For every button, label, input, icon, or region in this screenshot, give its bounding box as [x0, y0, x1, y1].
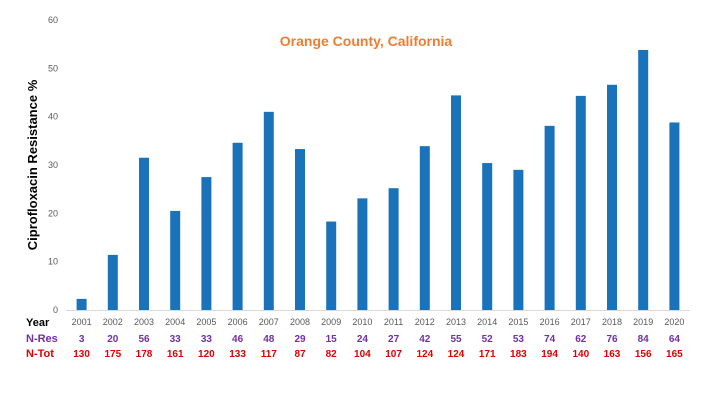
- bar-2011: [388, 188, 399, 310]
- n-tot-value: 140: [572, 349, 589, 360]
- bar-2015: [513, 169, 524, 310]
- x-tick-label: 2011: [384, 317, 403, 327]
- n-res-value: 56: [138, 334, 150, 345]
- n-res-value: 33: [201, 334, 213, 345]
- n-tot-value: 82: [326, 349, 338, 360]
- x-tick-label: 2012: [415, 317, 435, 327]
- bar-2002: [107, 254, 118, 310]
- n-tot-value: 130: [73, 349, 90, 360]
- y-tick-label: 40: [48, 112, 58, 122]
- n-tot-value: 163: [604, 349, 621, 360]
- x-tick-label: 2004: [165, 317, 185, 327]
- n-tot-value: 165: [666, 349, 683, 360]
- n-res-value: 64: [669, 334, 681, 345]
- n-res-value: 55: [450, 334, 462, 345]
- n-res-value: 20: [107, 334, 119, 345]
- x-tick-label: 2017: [571, 317, 591, 327]
- bar-2016: [544, 125, 555, 310]
- n-res-value: 74: [544, 334, 556, 345]
- axes: 0 10 20 30 40 50 60: [48, 15, 690, 315]
- row-label-n-tot: N-Tot: [26, 348, 54, 360]
- n-res-value: 52: [482, 334, 494, 345]
- n-res-value: 33: [170, 334, 182, 345]
- bar-2012: [419, 146, 430, 310]
- y-tick-label: 0: [53, 305, 58, 315]
- x-tick-label: 2018: [602, 317, 622, 327]
- n-tot-value: 178: [136, 349, 153, 360]
- n-tot-value: 104: [354, 349, 371, 360]
- n-res-value: 53: [513, 334, 525, 345]
- n-tot-value: 156: [635, 349, 652, 360]
- x-tick-label: 2013: [446, 317, 466, 327]
- n-res-value: 42: [419, 334, 431, 345]
- n-res-value: 76: [606, 334, 618, 345]
- n-res-value: 46: [232, 334, 244, 345]
- bar-2014: [482, 163, 493, 310]
- x-tick-label: 2009: [321, 317, 341, 327]
- bar-2005: [201, 177, 212, 310]
- x-tick-label: 2002: [103, 317, 123, 327]
- n-tot-value: 124: [416, 349, 433, 360]
- y-tick-label: 30: [48, 160, 58, 170]
- n-res-value: 24: [357, 334, 369, 345]
- n-tot-value: 117: [261, 349, 278, 360]
- x-tick-label: 2003: [134, 317, 154, 327]
- n-tot-value: 183: [510, 349, 527, 360]
- bar-2013: [451, 95, 461, 311]
- x-tick-label: 2010: [352, 317, 372, 327]
- n-tot-value: 87: [294, 349, 306, 360]
- chart-title: Orange County, California: [280, 33, 453, 49]
- n-res-value: 27: [388, 334, 400, 345]
- x-tick-label: 2019: [633, 317, 653, 327]
- x-tick-label: 2008: [290, 317, 310, 327]
- x-tick-label: 2020: [664, 317, 684, 327]
- bar-2001: [76, 298, 87, 310]
- y-tick-label: 20: [48, 208, 58, 218]
- y-tick-label: 50: [48, 63, 58, 73]
- row-label-year: Year: [26, 317, 50, 329]
- n-tot-value: 175: [104, 349, 121, 360]
- bar-2007: [263, 111, 274, 310]
- bar-2008: [295, 149, 305, 310]
- n-tot-value: 194: [541, 349, 558, 360]
- bar-2018: [607, 84, 617, 311]
- x-tick-label: 2001: [72, 317, 92, 327]
- n-tot-value: 107: [385, 349, 402, 360]
- bar-2004: [170, 210, 181, 310]
- x-tick-label: 2005: [196, 317, 216, 327]
- n-res-value: 3: [79, 334, 85, 345]
- n-res-value: 62: [575, 334, 587, 345]
- n-tot-value: 120: [198, 349, 215, 360]
- labels-group: 2001 3 130 2002 20 175 2003 56 178 2004 33 161 2005 3…: [72, 317, 685, 360]
- n-res-value: 29: [294, 334, 306, 345]
- n-res-value: 48: [263, 334, 275, 345]
- x-tick-label: 2015: [508, 317, 528, 327]
- x-tick-label: 2007: [259, 317, 279, 327]
- y-tick-label: 10: [48, 257, 58, 267]
- bar-2003: [139, 157, 149, 310]
- x-tick-label: 2016: [540, 317, 560, 327]
- n-tot-value: 171: [479, 349, 496, 360]
- n-res-value: 84: [638, 334, 650, 345]
- x-tick-label: 2014: [477, 317, 497, 327]
- n-tot-value: 124: [448, 349, 465, 360]
- n-tot-value: 161: [167, 349, 184, 360]
- y-tick-label: 60: [48, 15, 58, 25]
- bar-2010: [357, 198, 368, 310]
- x-tick-label: 2006: [228, 317, 248, 327]
- n-res-value: 15: [326, 334, 338, 345]
- bar-2006: [232, 142, 243, 310]
- row-label-n-res: N-Res: [26, 333, 58, 345]
- y-axis-label: Ciprofloxacin Resistance %: [25, 79, 40, 250]
- bar-2020: [669, 122, 680, 310]
- bar-2009: [326, 221, 337, 310]
- bars-group: [76, 49, 680, 311]
- bar-2019: [638, 49, 649, 310]
- n-tot-value: 133: [229, 349, 246, 360]
- bar-2017: [575, 95, 586, 310]
